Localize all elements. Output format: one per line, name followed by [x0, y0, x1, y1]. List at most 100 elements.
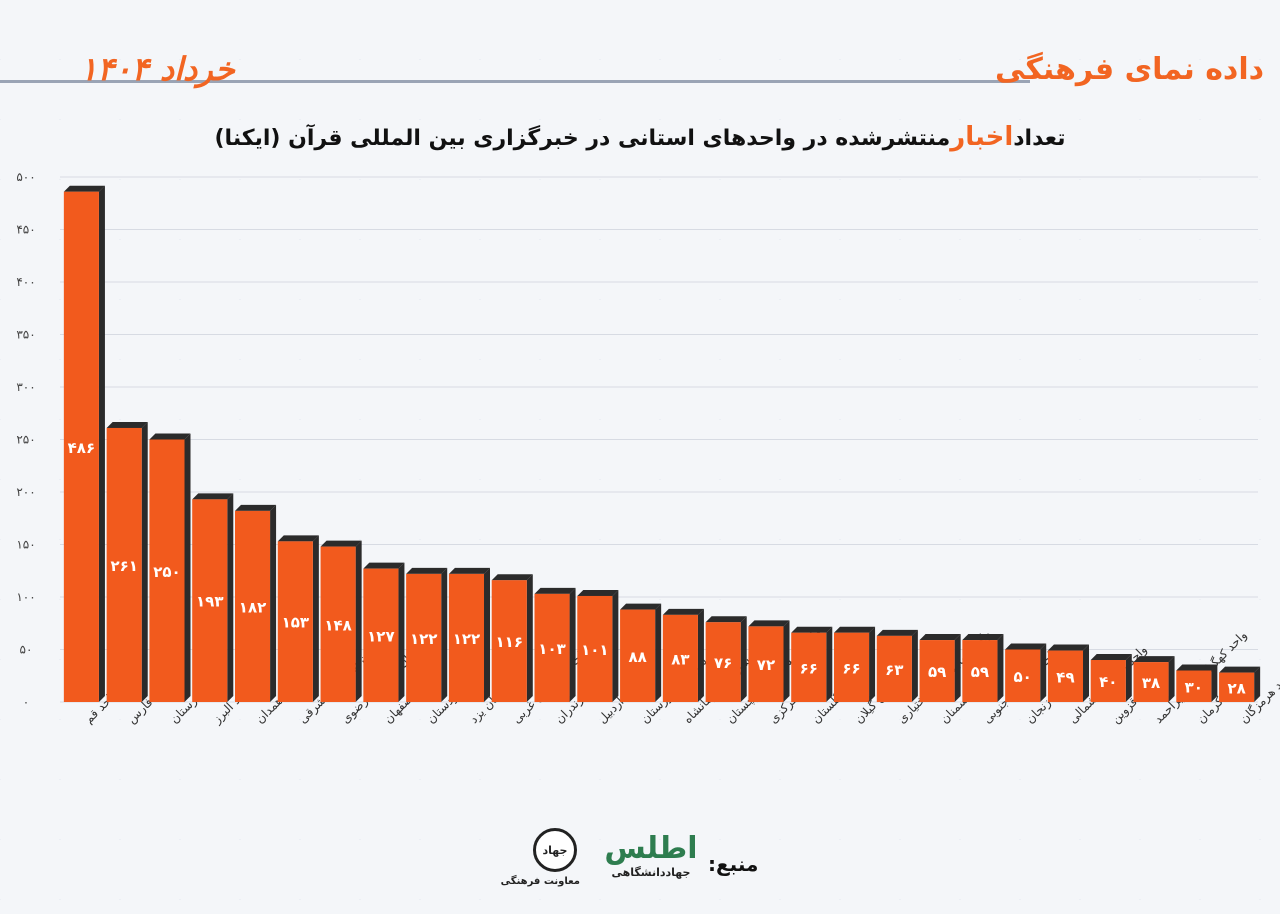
bar: [791, 632, 827, 702]
bar-top: [1133, 656, 1175, 663]
bar-side: [98, 185, 105, 702]
data-label: ۲۶۱: [110, 557, 137, 575]
bar-top: [962, 634, 1004, 641]
chart-title-part2: منتشرشده در واحدهای استانی در خبرگزاری ب…: [214, 126, 951, 151]
data-label: ۵۹: [971, 663, 989, 681]
brand-title: داده نمای فرهنگی: [995, 52, 1264, 87]
bar-side: [911, 629, 918, 702]
data-label: ۳۰: [1185, 678, 1203, 696]
data-label: ۱۱۶: [496, 633, 523, 651]
bar: [876, 635, 912, 702]
bar-top: [577, 589, 619, 596]
data-label: ۶۳: [885, 661, 903, 679]
chart-title-part1: تعداد: [1013, 126, 1066, 151]
atlas-mark: اطلس: [604, 831, 698, 866]
bar: [406, 573, 442, 702]
bar-side: [569, 587, 576, 702]
report-date: خرداد ۱۴۰۴: [80, 50, 235, 88]
header-divider: [0, 80, 1030, 83]
bar-side: [1083, 644, 1090, 702]
bar-top: [662, 608, 704, 615]
y-tick-label: ۲۰۰: [16, 485, 35, 499]
data-label: ۵۰: [1014, 668, 1032, 686]
bar: [620, 609, 656, 702]
data-label: ۱۲۲: [453, 630, 480, 648]
bar-side: [141, 421, 148, 702]
bar-top: [106, 421, 148, 428]
bar-side: [526, 574, 533, 702]
bar: [1047, 650, 1084, 702]
bar-side: [1125, 654, 1132, 702]
y-tick-label: ۴۰۰: [16, 275, 35, 289]
data-label: ۶۶: [842, 659, 860, 677]
bar-side: [954, 634, 961, 702]
bar-top: [63, 185, 105, 192]
data-label: ۶۶: [800, 659, 818, 677]
bar-top: [149, 433, 191, 440]
source-label: منبع:: [708, 852, 759, 876]
bar: [149, 439, 185, 702]
bar-top: [1047, 644, 1090, 651]
bar-top: [277, 535, 319, 542]
bar-top: [705, 616, 747, 623]
bar-side: [655, 603, 662, 702]
data-label: ۴۰: [1099, 673, 1117, 691]
bar-top: [1219, 666, 1261, 673]
data-label: ۷۲: [757, 656, 775, 674]
data-label: ۸۸: [628, 648, 646, 666]
bar-side: [1254, 666, 1261, 702]
bar: [577, 595, 613, 702]
bar-side: [270, 504, 277, 702]
bar-side: [184, 433, 191, 702]
bar-side: [612, 589, 619, 702]
data-label: ۱۸۲: [239, 598, 266, 616]
bar-side: [997, 634, 1004, 702]
bar: [748, 626, 784, 702]
bar-top: [791, 626, 833, 633]
bar: [962, 640, 998, 702]
bar-top: [833, 626, 876, 633]
bar-top: [919, 634, 961, 641]
data-label: ۲۸: [1227, 679, 1245, 697]
y-tick-label: ۵۰۰: [16, 170, 35, 184]
data-label: ۱۰۱: [581, 641, 608, 659]
bar-side: [783, 620, 790, 702]
y-tick-label: ۳۰۰: [16, 380, 35, 394]
bar: [106, 427, 142, 702]
bar-side: [398, 562, 405, 702]
bar: [448, 573, 485, 702]
bar: [363, 568, 399, 702]
y-tick-label: ۲۵۰: [16, 433, 35, 447]
data-label: ۱۲۲: [410, 630, 437, 648]
data-label: ۱۵۳: [282, 614, 309, 632]
bar-side: [697, 608, 704, 702]
bar-side: [227, 493, 234, 702]
bar: [63, 191, 99, 702]
chart-title-highlight: اخبار: [950, 122, 1014, 152]
bar-side: [355, 540, 362, 702]
bar-side: [441, 567, 448, 702]
chart-title: تعداداخبارمنتشرشده در واحدهای استانی در …: [0, 122, 1280, 152]
y-tick-label: ۵۰: [20, 643, 33, 657]
data-label: ۱۰۳: [538, 640, 565, 658]
bar-top: [534, 587, 576, 594]
bar: [1176, 670, 1212, 702]
bar-top: [748, 620, 790, 627]
footer: جهاد معاونت فرهنگی اطلس جهاددانشگاهی منب…: [0, 828, 1280, 908]
atlas-caption: جهاددانشگاهی: [611, 866, 691, 879]
bar-side: [869, 626, 876, 702]
bar-top: [491, 574, 533, 581]
bar-side: [484, 567, 491, 702]
y-tick-label: ۴۵۰: [16, 223, 35, 237]
bar-side: [312, 535, 319, 702]
atlas-logo: اطلس جهاددانشگاهی: [596, 831, 706, 880]
jahad-caption: معاونت فرهنگی: [500, 876, 580, 887]
bar: [833, 632, 870, 702]
bar-top: [1176, 664, 1218, 671]
bar-top: [320, 540, 362, 547]
bar: [192, 499, 228, 702]
bar-side: [1168, 656, 1175, 702]
bar-top: [192, 493, 234, 500]
